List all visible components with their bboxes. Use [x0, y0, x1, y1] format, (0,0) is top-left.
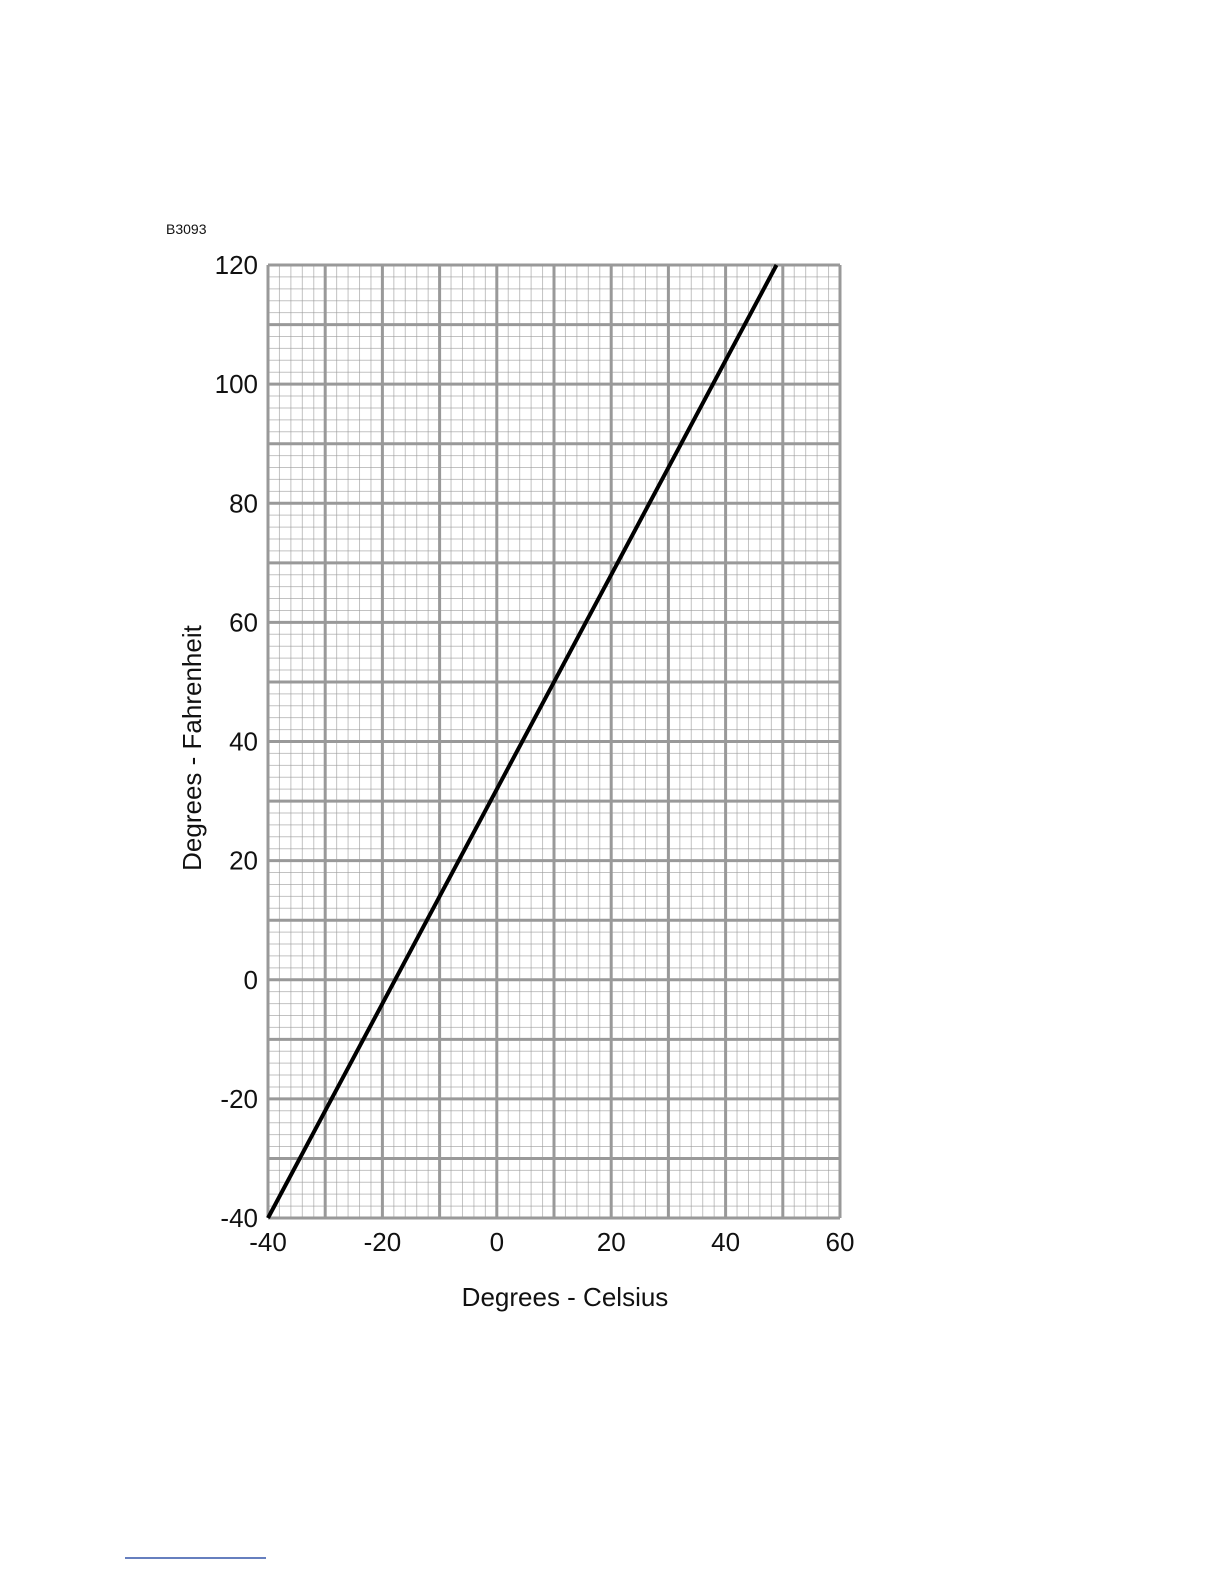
- y-tick-label: 0: [244, 965, 258, 995]
- y-tick-label: 40: [229, 727, 258, 757]
- x-tick-label: 0: [490, 1227, 504, 1257]
- data-line: [266, 264, 779, 1219]
- y-tick-label: 120: [215, 250, 258, 280]
- x-tick-label: 20: [597, 1227, 626, 1257]
- y-tick-label: -20: [220, 1084, 258, 1114]
- x-tick-label: 60: [826, 1227, 855, 1257]
- x-axis-label: Degrees - Celsius: [462, 1282, 669, 1312]
- y-tick-label: -40: [220, 1203, 258, 1233]
- x-tick-label: 40: [711, 1227, 740, 1257]
- y-tick-label: 100: [215, 369, 258, 399]
- y-tick-label: 60: [229, 607, 258, 637]
- y-tick-label: 20: [229, 846, 258, 876]
- annotation: B3093: [166, 221, 207, 237]
- x-tick-label: -20: [364, 1227, 402, 1257]
- y-tick-label: 80: [229, 488, 258, 518]
- y-axis-label: Degrees - Fahrenheit: [177, 624, 207, 870]
- x-tick-label: -40: [249, 1227, 287, 1257]
